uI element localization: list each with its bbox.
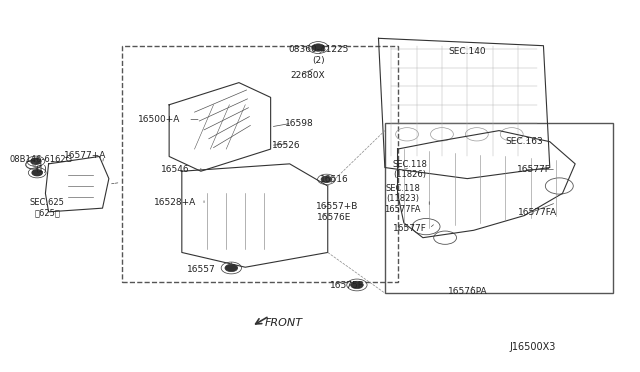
Text: 16598: 16598 bbox=[285, 119, 314, 128]
Text: 16576PA: 16576PA bbox=[447, 287, 487, 296]
Text: B: B bbox=[31, 162, 35, 167]
Text: 08B146-6162G
(1): 08B146-6162G (1) bbox=[10, 155, 72, 174]
Text: 16577F: 16577F bbox=[517, 165, 551, 174]
Circle shape bbox=[225, 264, 237, 272]
Text: SEC.625
〈625〉: SEC.625 〈625〉 bbox=[30, 198, 65, 218]
Text: J16500X3: J16500X3 bbox=[510, 342, 556, 352]
Text: 22680X: 22680X bbox=[290, 71, 324, 80]
Text: 16557+B: 16557+B bbox=[316, 202, 358, 211]
Text: 16557: 16557 bbox=[186, 264, 215, 273]
Text: 16500+A: 16500+A bbox=[138, 115, 181, 124]
Text: 16577F: 16577F bbox=[393, 224, 427, 233]
Circle shape bbox=[312, 44, 324, 51]
Bar bbox=[385, 123, 613, 293]
Text: 16528+A: 16528+A bbox=[154, 198, 196, 207]
Circle shape bbox=[351, 281, 364, 289]
Text: 16516: 16516 bbox=[320, 175, 348, 184]
Text: 08360-41225
(2): 08360-41225 (2) bbox=[288, 45, 348, 65]
Text: 16577FA: 16577FA bbox=[518, 208, 557, 217]
Text: SEC.118
(11823)
16577FA: SEC.118 (11823) 16577FA bbox=[385, 184, 421, 214]
Text: SEC.140: SEC.140 bbox=[449, 47, 486, 56]
Text: 16576E: 16576E bbox=[317, 213, 351, 222]
Text: SEC.163: SEC.163 bbox=[506, 137, 543, 146]
Circle shape bbox=[321, 176, 332, 182]
Circle shape bbox=[31, 158, 41, 164]
Text: FRONT: FRONT bbox=[264, 318, 302, 328]
Text: 16575F: 16575F bbox=[330, 281, 364, 290]
Circle shape bbox=[32, 170, 42, 176]
Bar bbox=[122, 46, 397, 282]
Text: SEC.118
(11826): SEC.118 (11826) bbox=[393, 160, 428, 179]
Text: 16546: 16546 bbox=[161, 165, 190, 174]
Text: 16526: 16526 bbox=[272, 141, 301, 150]
Text: 16577+A: 16577+A bbox=[64, 151, 107, 160]
